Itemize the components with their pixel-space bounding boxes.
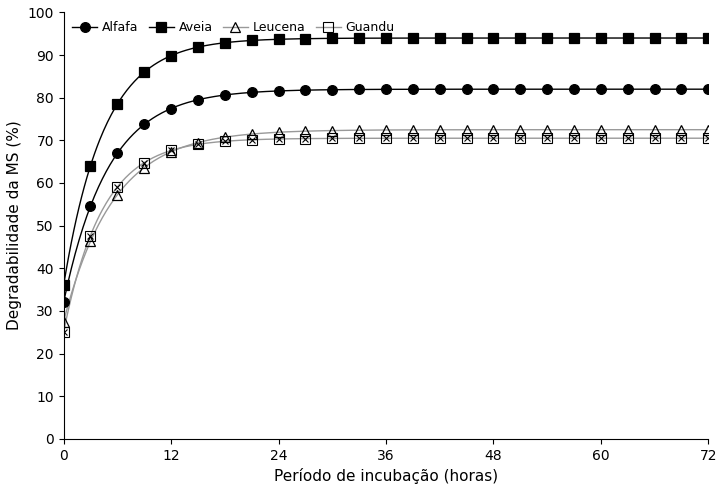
Y-axis label: Degradabilidade da MS (%): Degradabilidade da MS (%): [7, 121, 22, 330]
X-axis label: Período de incubação (horas): Período de incubação (horas): [274, 468, 498, 484]
Legend: Alfafa, Aveia, Leucena, Guandu: Alfafa, Aveia, Leucena, Guandu: [70, 19, 397, 37]
